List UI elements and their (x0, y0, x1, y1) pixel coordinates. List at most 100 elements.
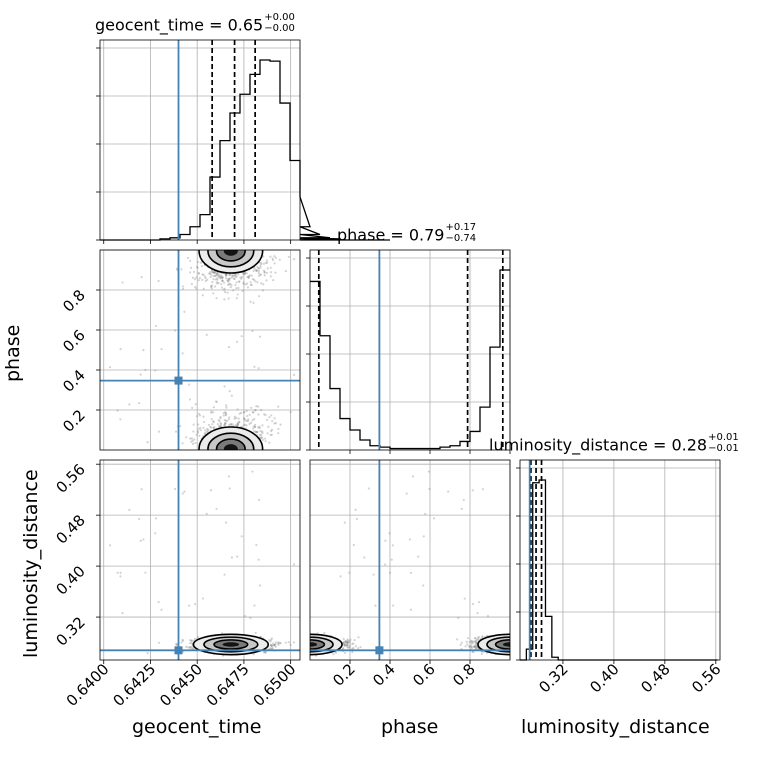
sample-point (256, 265, 259, 268)
sample-point (242, 281, 245, 284)
sample-point (251, 278, 254, 281)
xtick-geocent-0.6400-label: 0.6400 (63, 660, 113, 710)
sample-point (252, 301, 255, 304)
sample-point (244, 272, 247, 275)
sample-point (261, 431, 264, 434)
sample-point (258, 335, 261, 338)
sample-point (201, 278, 204, 281)
sample-point (234, 283, 237, 287)
sample-point (227, 475, 231, 478)
sample-point (253, 278, 256, 281)
sample-point (263, 270, 266, 274)
sample-point (273, 643, 276, 647)
sample-point (138, 517, 141, 520)
sample-point (225, 273, 228, 276)
sample-point (293, 373, 296, 377)
sample-point (231, 275, 234, 278)
sample-point (210, 410, 213, 413)
sample-point (232, 289, 235, 292)
sample-point (116, 409, 119, 412)
sample-point (473, 645, 476, 648)
sample-point (232, 277, 236, 280)
sample-point (139, 373, 142, 376)
sample-point (476, 638, 479, 642)
sample-point (474, 647, 478, 650)
sample-point (154, 324, 157, 328)
sample-point (252, 427, 255, 430)
sample-point (332, 653, 335, 656)
sample-point (204, 279, 207, 283)
sample-point (206, 427, 209, 431)
sample-point (343, 521, 346, 524)
sample-point (244, 283, 247, 286)
sample-point (224, 413, 227, 416)
sample-point (255, 543, 258, 547)
sample-point (236, 408, 239, 411)
sample-point (274, 256, 277, 259)
sample-point (212, 271, 215, 274)
sample-point (240, 411, 243, 414)
sample-point (409, 608, 413, 611)
sample-point (258, 498, 261, 501)
xtick-distance-0.32-label: 0.32 (535, 660, 571, 696)
hist-luminosity_distance (520, 479, 718, 661)
sample-point (219, 415, 222, 419)
sample-point (268, 441, 271, 444)
sample-point (392, 604, 395, 607)
sample-point (146, 441, 149, 444)
sample-point (265, 259, 269, 262)
sample-point (474, 647, 478, 650)
sample-point (224, 290, 227, 294)
sample-point (207, 428, 210, 432)
sample-point (258, 295, 261, 298)
sample-point (388, 532, 391, 535)
sample-point (224, 276, 228, 280)
sample-point (354, 645, 357, 648)
sample-point (262, 269, 266, 272)
sample-point (224, 421, 227, 425)
sample-point (235, 416, 238, 420)
sample-point (474, 637, 477, 640)
sample-point (229, 286, 232, 289)
sample-point (234, 275, 237, 278)
sample-point (342, 638, 345, 641)
sample-point (221, 279, 224, 282)
sample-point (202, 273, 205, 276)
sample-point (189, 646, 192, 650)
sample-point (226, 283, 230, 287)
xtick-geocent-0.6425-label: 0.6425 (109, 660, 159, 710)
sample-point (196, 430, 200, 433)
sample-point (227, 277, 230, 281)
sample-point (372, 573, 375, 576)
sample-point (224, 414, 228, 417)
sample-point (257, 274, 261, 277)
sample-point (271, 647, 274, 650)
sample-point (278, 641, 281, 644)
sample-point (224, 419, 227, 422)
sample-point (260, 282, 263, 285)
xlabel-luminosity-distance: luminosity_distance (521, 716, 710, 738)
sample-point (470, 640, 473, 643)
sample-point (271, 644, 275, 647)
sample-point (228, 277, 231, 280)
sample-point (236, 340, 239, 343)
sample-point (277, 432, 280, 435)
sample-point (257, 267, 260, 270)
sample-point (344, 640, 347, 643)
sample-point (270, 414, 273, 417)
sample-point (273, 255, 276, 258)
sample-point (270, 638, 273, 641)
sample-point (346, 643, 350, 646)
sample-point (265, 418, 269, 421)
sample-point (140, 276, 143, 279)
sample-point (142, 349, 145, 352)
sample-point (271, 258, 275, 262)
sample-point (222, 411, 225, 415)
sample-point (273, 422, 276, 425)
sample-point (188, 398, 192, 401)
sample-point (181, 492, 184, 495)
sample-point (422, 584, 425, 587)
sample-point (253, 418, 256, 421)
sample-point (219, 422, 223, 425)
sample-point (259, 273, 262, 276)
